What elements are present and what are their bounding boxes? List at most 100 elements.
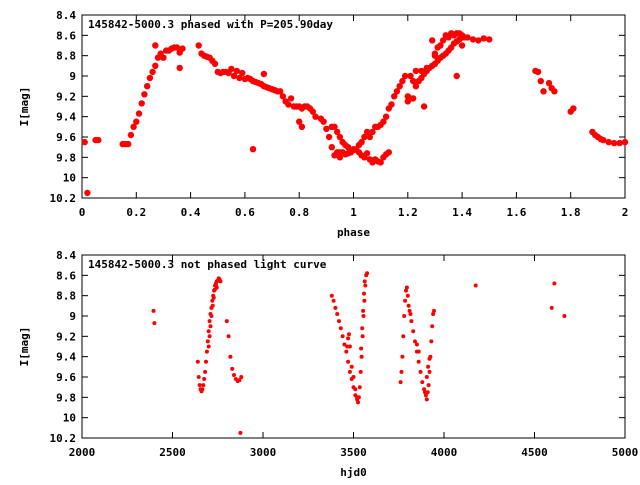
data-point xyxy=(410,77,417,85)
x-tick-label: 0.2 xyxy=(126,206,146,219)
data-point xyxy=(358,369,363,374)
data-point xyxy=(407,308,412,313)
data-point xyxy=(377,159,384,166)
x-tick-label: 1.4 xyxy=(452,206,472,219)
data-point xyxy=(464,34,471,41)
data-point xyxy=(356,400,360,405)
y-tick-label: 10 xyxy=(63,412,76,425)
data-point xyxy=(152,62,159,69)
data-point xyxy=(453,72,460,80)
x-tick-label: 3000 xyxy=(250,446,277,459)
data-point xyxy=(81,138,88,146)
data-point xyxy=(207,319,212,324)
data-point xyxy=(404,285,409,290)
x-tick-label: 2000 xyxy=(69,446,96,459)
data-point xyxy=(430,324,435,329)
y-tick-label: 9.8 xyxy=(56,391,76,404)
data-point xyxy=(201,383,206,388)
data-point xyxy=(279,93,287,100)
data-point xyxy=(211,295,216,300)
y-tick-label: 9.8 xyxy=(56,151,76,164)
data-point xyxy=(329,293,334,298)
data-point xyxy=(362,291,366,296)
y-tick-label: 8.4 xyxy=(56,9,76,22)
data-point xyxy=(396,83,403,90)
data-point xyxy=(260,70,268,78)
data-point xyxy=(146,74,154,82)
y-axis-title: I[mag] xyxy=(18,327,31,367)
data-point xyxy=(437,42,444,49)
y-tick-label: 8.4 xyxy=(56,249,76,262)
data-point xyxy=(621,138,629,146)
data-point xyxy=(359,354,364,359)
data-point xyxy=(540,88,547,95)
data-point xyxy=(552,281,557,286)
data-point xyxy=(359,346,364,351)
x-tick-label: 3500 xyxy=(340,446,367,459)
data-point xyxy=(400,354,405,359)
x-tick-label: 0 xyxy=(79,206,86,219)
data-point xyxy=(323,125,330,133)
data-point xyxy=(160,54,167,61)
data-point xyxy=(357,385,362,390)
data-point xyxy=(362,298,367,303)
data-point xyxy=(320,118,327,125)
data-point xyxy=(429,37,436,44)
data-point xyxy=(236,74,243,82)
data-point xyxy=(218,279,223,284)
data-point xyxy=(399,369,404,374)
data-point xyxy=(409,319,414,324)
data-point xyxy=(196,375,201,379)
data-point xyxy=(149,68,156,76)
data-point xyxy=(233,67,240,75)
data-point xyxy=(412,83,420,90)
x-tick-label: 4000 xyxy=(431,446,458,459)
data-point xyxy=(135,110,143,117)
data-point xyxy=(249,146,257,153)
data-point xyxy=(337,319,341,324)
data-point xyxy=(486,36,493,43)
data-point xyxy=(210,298,215,303)
data-point xyxy=(413,339,417,344)
data-point xyxy=(237,378,242,383)
data-point xyxy=(232,373,236,377)
data-point xyxy=(363,283,368,288)
data-point xyxy=(401,334,406,339)
y-tick-label: 8.6 xyxy=(56,269,76,282)
data-point xyxy=(361,314,366,318)
y-tick-label: 9.2 xyxy=(56,90,76,103)
data-point xyxy=(427,356,432,361)
data-point xyxy=(95,136,102,144)
data-point xyxy=(312,113,319,120)
data-point xyxy=(537,77,544,85)
data-point xyxy=(208,324,213,329)
data-point xyxy=(534,68,542,76)
data-point xyxy=(418,67,425,75)
data-point xyxy=(551,88,558,95)
data-point xyxy=(173,44,181,51)
data-point xyxy=(138,100,145,107)
data-point xyxy=(410,95,417,102)
data-point xyxy=(420,380,425,385)
data-point xyxy=(336,154,344,161)
data-point xyxy=(404,93,411,100)
data-point xyxy=(238,430,243,435)
data-point xyxy=(403,298,408,303)
data-point xyxy=(209,314,214,318)
x-tick-label: 0.4 xyxy=(181,206,201,219)
data-point xyxy=(298,123,306,130)
data-point xyxy=(195,42,202,49)
data-point xyxy=(407,72,414,80)
data-point xyxy=(404,288,408,293)
data-point xyxy=(211,60,219,67)
data-point xyxy=(361,308,366,313)
data-point xyxy=(473,283,478,288)
data-point xyxy=(347,344,352,349)
data-point xyxy=(420,103,428,110)
data-point xyxy=(204,349,209,354)
data-point xyxy=(605,138,612,146)
data-point xyxy=(405,293,410,298)
data-point xyxy=(360,334,365,339)
data-point xyxy=(239,375,244,379)
data-point xyxy=(342,342,347,347)
